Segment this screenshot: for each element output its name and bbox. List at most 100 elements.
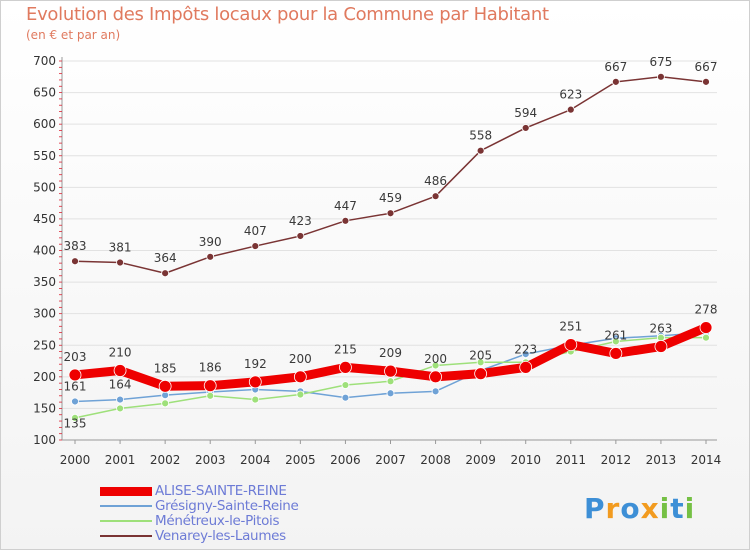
x-tick-label: 2010	[510, 453, 541, 467]
data-point-mntreux	[206, 391, 215, 400]
legend-swatch-menetreux	[100, 520, 152, 522]
data-label: 407	[244, 224, 267, 238]
chart-title: Evolution des Impôts locaux pour la Comm…	[26, 4, 549, 25]
data-label: 623	[559, 88, 582, 102]
data-label: 161	[64, 379, 87, 393]
data-label: 381	[109, 241, 132, 255]
y-tick-label: 150	[33, 401, 56, 415]
chart-subtitle: (en € et par an)	[26, 28, 121, 42]
data-point-grsigny	[341, 393, 350, 402]
data-label: 209	[379, 346, 402, 360]
data-point-mntreux	[386, 377, 395, 386]
y-tick-label: 450	[33, 212, 56, 226]
data-point-alise	[564, 338, 578, 352]
data-point-alise	[519, 360, 533, 374]
proxiti-logo: Proxiti	[584, 492, 696, 525]
data-label: 215	[334, 342, 357, 356]
data-point-venarey	[116, 258, 124, 267]
data-label: 594	[514, 106, 537, 120]
data-point-venarey	[476, 146, 485, 155]
x-tick-label: 2008	[420, 453, 451, 467]
data-point-grsigny	[386, 389, 395, 398]
y-tick-label: 350	[33, 275, 56, 289]
data-label: 423	[289, 214, 312, 228]
data-point-alise	[609, 347, 623, 360]
x-tick-label: 2005	[285, 453, 316, 467]
legend-label-menetreux: Ménétreux-le-Pitois	[155, 513, 280, 529]
data-point-venarey	[386, 209, 395, 218]
data-point-venarey	[521, 124, 530, 132]
legend-item-alise: ALISE-SAINTE-REINE	[100, 483, 360, 499]
data-point-mntreux	[71, 413, 79, 422]
legend-swatch-venarey	[100, 535, 152, 537]
data-point-alise	[68, 368, 82, 382]
x-tick-label: 2001	[105, 453, 136, 467]
data-point-alise	[158, 379, 172, 393]
data-point-venarey	[431, 192, 440, 201]
legend-swatch-gresigny	[100, 505, 152, 507]
data-point-alise	[248, 375, 262, 389]
data-label: 447	[334, 199, 357, 213]
x-tick-label: 2003	[195, 453, 226, 467]
data-label: 205	[469, 349, 492, 363]
data-point-venarey	[702, 77, 710, 86]
legend-item-venarey: Venarey-les-Laumes	[100, 528, 360, 544]
data-point-mntreux	[431, 361, 440, 370]
data-point-venarey	[161, 269, 170, 278]
data-point-venarey	[341, 216, 350, 225]
x-tick-label: 2011	[556, 453, 587, 467]
x-tick-label: 2000	[60, 453, 91, 467]
data-point-mntreux	[476, 358, 485, 367]
data-label: 200	[424, 352, 447, 366]
data-point-mntreux	[161, 399, 170, 408]
data-point-mntreux	[611, 337, 620, 346]
data-point-grsigny	[521, 350, 530, 358]
series-line-venarey	[74, 76, 707, 274]
data-label: 185	[154, 361, 177, 375]
data-point-grsigny	[71, 397, 79, 406]
legend-label-venarey: Venarey-les-Laumes	[155, 528, 286, 544]
data-point-alise	[699, 321, 713, 334]
data-point-alise	[654, 340, 668, 353]
y-tick-label: 700	[33, 54, 56, 68]
x-tick-label: 2007	[375, 453, 406, 467]
data-point-venarey	[657, 72, 665, 81]
data-label: 164	[109, 378, 132, 392]
legend-swatch-alise	[100, 487, 152, 496]
data-label: 251	[559, 320, 582, 334]
data-point-mntreux	[296, 390, 305, 399]
data-point-venarey	[611, 77, 620, 86]
data-label: 192	[244, 357, 267, 371]
legend-item-gresigny: Grésigny-Sainte-Reine	[100, 498, 360, 514]
data-label: 203	[64, 350, 87, 364]
data-point-grsigny	[431, 387, 440, 396]
y-tick-label: 100	[33, 433, 56, 447]
x-tick-label: 2009	[465, 453, 496, 467]
data-point-alise	[339, 360, 352, 374]
y-tick-label: 500	[33, 180, 56, 194]
x-tick-label: 2004	[240, 453, 271, 467]
legend-label-gresigny: Grésigny-Sainte-Reine	[155, 498, 299, 514]
data-label: 210	[109, 346, 132, 360]
data-point-grsigny	[116, 395, 124, 404]
data-label: 667	[695, 60, 718, 74]
data-label: 383	[64, 239, 87, 253]
data-point-mntreux	[116, 404, 124, 413]
data-label: 486	[424, 174, 447, 188]
data-point-alise	[384, 364, 397, 378]
data-point-alise	[293, 370, 307, 384]
data-label: 558	[469, 129, 492, 143]
data-label: 223	[514, 342, 537, 356]
data-label: 364	[154, 251, 177, 265]
data-label: 667	[604, 60, 627, 74]
y-tick-label: 650	[33, 86, 56, 100]
x-tick-label: 2014	[691, 453, 722, 467]
data-point-venarey	[296, 232, 305, 240]
x-tick-label: 2013	[646, 453, 677, 467]
data-label: 278	[695, 303, 718, 317]
y-tick-label: 550	[33, 149, 56, 163]
x-tick-label: 2012	[601, 453, 632, 467]
data-point-mntreux	[341, 381, 350, 389]
